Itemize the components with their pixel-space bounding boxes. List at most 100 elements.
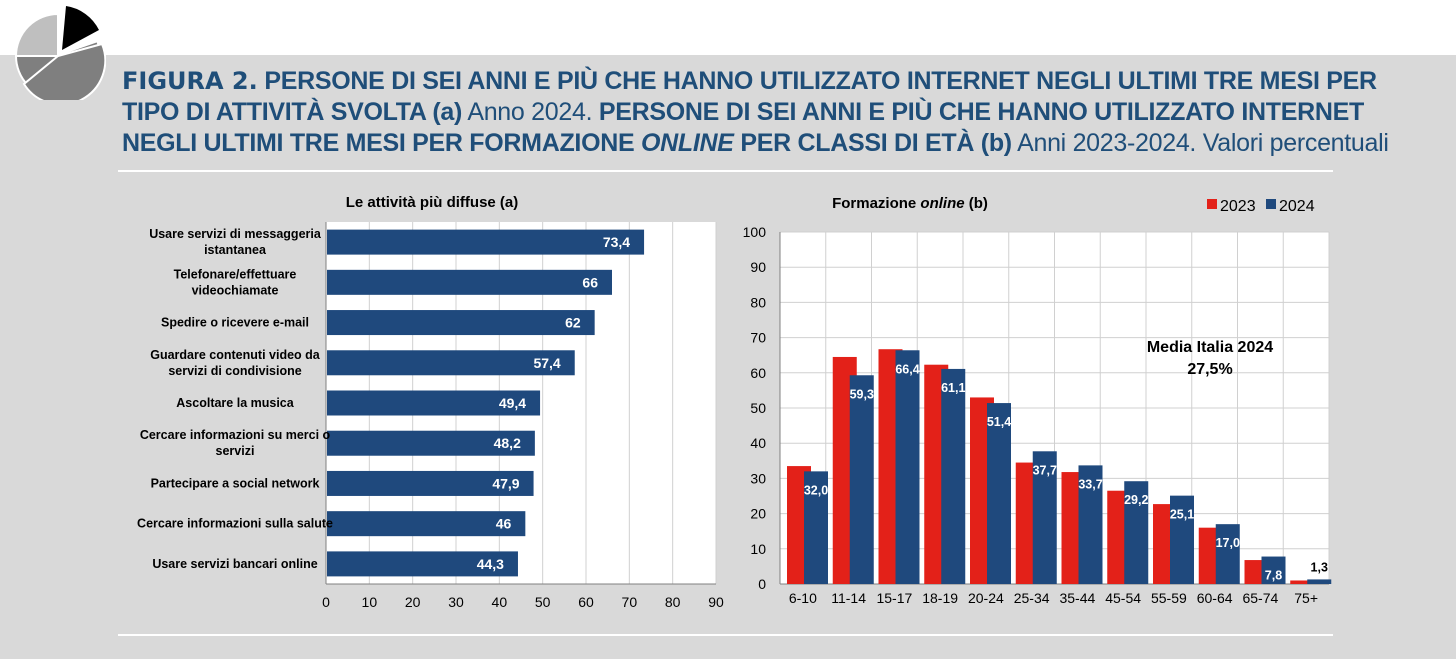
y-tick-label-2: 40 (750, 435, 766, 451)
bottom-divider (118, 634, 1333, 636)
y-tick-label-2: 30 (750, 470, 766, 486)
bar-2024 (1078, 465, 1103, 584)
bar-value-label-2: 32,0 (804, 483, 828, 497)
x-tick-label-1: 80 (665, 594, 681, 610)
chart-2-title-part: Formazione (832, 195, 916, 212)
legend-label-2023: 2023 (1220, 198, 1256, 215)
y-tick-label-2: 10 (750, 541, 766, 557)
x-tick-label-1: 30 (448, 594, 464, 610)
x-tick-label-1: 40 (492, 594, 508, 610)
chart-2-title-part: online (916, 195, 964, 212)
x-tick-label-2: 55-59 (1151, 590, 1187, 606)
x-tick-label-2: 75+ (1294, 590, 1318, 606)
x-tick-label-1: 60 (578, 594, 594, 610)
bar-value-label-1: 44,3 (477, 556, 504, 572)
legend-label-2024: 2024 (1279, 198, 1315, 215)
bar-2024 (1124, 481, 1149, 584)
bar-value-label-1: 48,2 (494, 435, 521, 451)
category-label-1: Spedire o ricevere e-mail (161, 316, 309, 330)
category-label-1: Ascoltare la musica (176, 396, 294, 410)
bar-value-label-1: 49,4 (499, 395, 526, 411)
bar-2023 (1290, 580, 1315, 584)
x-tick-label-1: 70 (622, 594, 638, 610)
x-tick-label-2: 25-34 (1014, 590, 1050, 606)
bar-value-label-2: 33,7 (1078, 477, 1102, 491)
bar-1 (327, 390, 541, 416)
bar-value-label-2: 1,3 (1311, 560, 1328, 574)
y-tick-label-2: 100 (743, 224, 767, 240)
y-tick-label-2: 90 (750, 259, 766, 275)
category-label-1: Guardare contenuti video da servizi di co… (150, 348, 321, 378)
bar-2024 (1261, 556, 1286, 584)
legend-swatch-2023 (1207, 199, 1217, 209)
bar-value-label-1: 57,4 (533, 355, 560, 371)
bar-1 (327, 350, 575, 376)
title-part-3: PERSONE DI SEI ANNI E PIÙ CHE HANNO UTIL… (122, 98, 1364, 157)
bar-1 (327, 430, 535, 456)
category-label-1: Usare servizi bancari online (152, 557, 317, 571)
bar-value-label-1: 62 (565, 315, 581, 331)
bar-2024 (941, 368, 966, 584)
x-tick-label-2: 65-74 (1242, 590, 1278, 606)
x-tick-label-1: 10 (362, 594, 378, 610)
bar-2024 (895, 350, 920, 584)
bar-value-label-1: 46 (496, 516, 512, 532)
y-tick-label-2: 70 (750, 330, 766, 346)
bar-value-label-2: 7,8 (1265, 569, 1282, 583)
x-tick-label-1: 20 (405, 594, 421, 610)
category-label-1: Usare servizi di messaggeria istantanea (149, 227, 322, 257)
chart-1-title: Le attività più diffuse (a) (346, 194, 519, 211)
x-tick-label-2: 45-54 (1105, 590, 1141, 606)
y-tick-label-2: 60 (750, 365, 766, 381)
bar-value-label-2: 61,1 (941, 381, 965, 395)
y-tick-label-2: 20 (750, 506, 766, 522)
bar-1 (327, 310, 595, 336)
bar-1 (327, 511, 526, 537)
category-label-1: Telefonare/effettuare videochiamate (174, 267, 297, 297)
category-label-1: Cercare informazioni su merci o servizi (140, 428, 331, 458)
x-tick-label-1: 0 (322, 594, 330, 610)
x-tick-label-2: 35-44 (1059, 590, 1095, 606)
legend-swatch-2024 (1266, 199, 1276, 209)
figure-title: FIGURA 2. PERSONE DI SEI ANNI E PIÙ CHE … (122, 66, 1422, 159)
bar-value-label-2: 37,7 (1033, 463, 1057, 477)
y-tick-label-2: 80 (750, 294, 766, 310)
bar-2024 (804, 471, 828, 584)
chart-2-title-part: (b) (965, 195, 988, 212)
title-part-5: PER CLASSI DI ETÀ (b) (740, 129, 1012, 157)
bar-value-label-2: 66,4 (895, 362, 919, 376)
bar-1 (327, 470, 534, 496)
category-label-1: Cercare informazioni sulla salute (137, 517, 333, 531)
bar-2024 (1307, 579, 1332, 584)
category-label-1: Partecipare a social network (151, 476, 320, 490)
y-tick-label-2: 0 (758, 576, 766, 592)
bar-2024 (1215, 524, 1240, 584)
bar-2024 (1032, 451, 1057, 584)
bar-value-label-2: 17,0 (1216, 536, 1240, 550)
title-part-6: Anni 2023-2024. Valori percentuali (1017, 129, 1389, 157)
x-tick-label-2: 11-14 (831, 590, 866, 606)
bar-1 (327, 551, 518, 577)
chart-2-title: Formazione online (b) (832, 195, 988, 212)
x-tick-label-2: 20-24 (968, 590, 1004, 606)
y-tick-label-2: 50 (750, 400, 766, 416)
title-part-2: Anno 2024. (467, 98, 593, 126)
title-part-4: ONLINE (641, 129, 734, 157)
x-tick-label-1: 50 (535, 594, 551, 610)
x-tick-label-2: 6-10 (789, 590, 817, 606)
x-tick-label-2: 15-17 (876, 590, 912, 606)
bar-2024 (987, 403, 1011, 584)
x-tick-label-2: 18-19 (922, 590, 958, 606)
bar-value-label-1: 66 (582, 274, 598, 290)
bar-1 (327, 269, 612, 295)
top-divider (118, 170, 1333, 172)
annotation-line-1: Media Italia 2024 (1147, 339, 1273, 356)
bar-value-label-2: 25,1 (1170, 508, 1194, 522)
title-part-1: PERSONE DI SEI ANNI E PIÙ CHE HANNO UTIL… (122, 67, 1377, 126)
bar-value-label-1: 47,9 (492, 475, 519, 491)
bar-1 (327, 229, 645, 255)
bar-value-label-1: 73,4 (603, 234, 630, 250)
x-tick-label-2: 60-64 (1197, 590, 1233, 606)
